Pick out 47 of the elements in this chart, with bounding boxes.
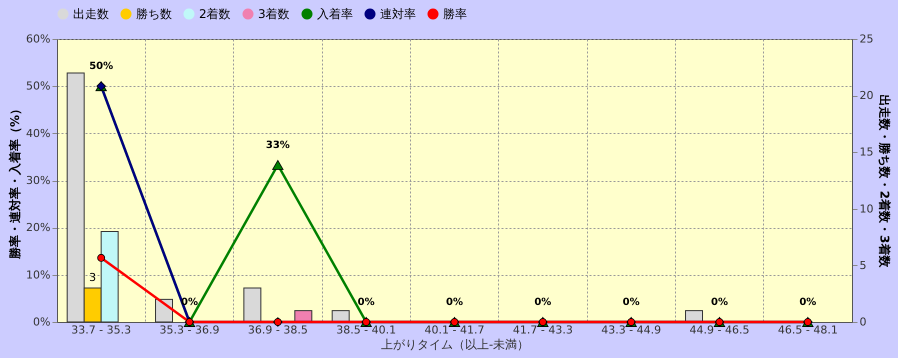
bar bbox=[243, 288, 262, 322]
legend-label: 入着率 bbox=[317, 7, 353, 21]
bar bbox=[685, 310, 704, 322]
data-label: 0% bbox=[622, 297, 640, 308]
data-label: 33% bbox=[266, 140, 290, 151]
data-label: 0% bbox=[446, 297, 463, 308]
legend-label: 出走数 bbox=[73, 7, 109, 21]
legend-label: 勝率 bbox=[443, 7, 467, 21]
data-label: 0% bbox=[799, 297, 816, 308]
y-tick-label: 10% bbox=[26, 268, 50, 282]
y2-tick-label: 20 bbox=[860, 89, 874, 102]
x-tick-label: 36.9 - 38.5 bbox=[248, 324, 308, 336]
y-axis-title: 勝率・連対率・入着率（%） bbox=[8, 102, 22, 260]
x-axis-title: 上がりタイム（以上-未満） bbox=[380, 338, 530, 352]
legend-label: 2着数 bbox=[199, 7, 231, 21]
y-tick-label: 40% bbox=[26, 126, 50, 140]
data-label: 0% bbox=[711, 297, 728, 308]
data-label: 0% bbox=[358, 297, 375, 308]
x-tick-label: 35.3 - 36.9 bbox=[160, 324, 220, 336]
y2-axis-title: 出走数・勝ち数・2着数・3着数 bbox=[877, 94, 892, 268]
x-tick-label: 46.5 - 48.1 bbox=[778, 324, 838, 336]
bar bbox=[332, 310, 350, 322]
y2-tick-label: 5 bbox=[860, 258, 866, 272]
point bbox=[272, 160, 284, 170]
y-tick-label: 20% bbox=[26, 221, 50, 234]
y-tick-label: 50% bbox=[26, 80, 50, 93]
legend-label: 勝ち数 bbox=[136, 7, 172, 21]
legend-label: 連対率 bbox=[380, 7, 416, 21]
data-label: 3 bbox=[89, 271, 96, 284]
y2-tick-label: 25 bbox=[860, 32, 874, 46]
point bbox=[97, 254, 106, 262]
x-tick-label: 40.1 - 41.7 bbox=[424, 324, 484, 336]
y2-tick-label: 10 bbox=[860, 202, 874, 216]
y2-tick-label: 0 bbox=[860, 316, 866, 328]
bar bbox=[294, 310, 312, 322]
y-tick-label: 60% bbox=[26, 32, 50, 46]
x-tick-label: 33.7 - 35.3 bbox=[71, 324, 132, 336]
x-tick-label: 44.9 - 46.5 bbox=[690, 324, 750, 336]
x-tick-label: 38.5 - 40.1 bbox=[336, 324, 396, 336]
x-tick-label: 43.3 - 44.9 bbox=[601, 324, 662, 336]
y-tick-label: 0% bbox=[33, 316, 50, 328]
y-tick-label: 30% bbox=[26, 174, 50, 187]
y2-tick-label: 15 bbox=[860, 146, 874, 159]
x-tick-label: 41.7 - 43.3 bbox=[512, 324, 573, 336]
data-label: 0% bbox=[534, 297, 552, 308]
data-label: 50% bbox=[89, 61, 114, 72]
legend-label: 3着数 bbox=[258, 7, 290, 21]
